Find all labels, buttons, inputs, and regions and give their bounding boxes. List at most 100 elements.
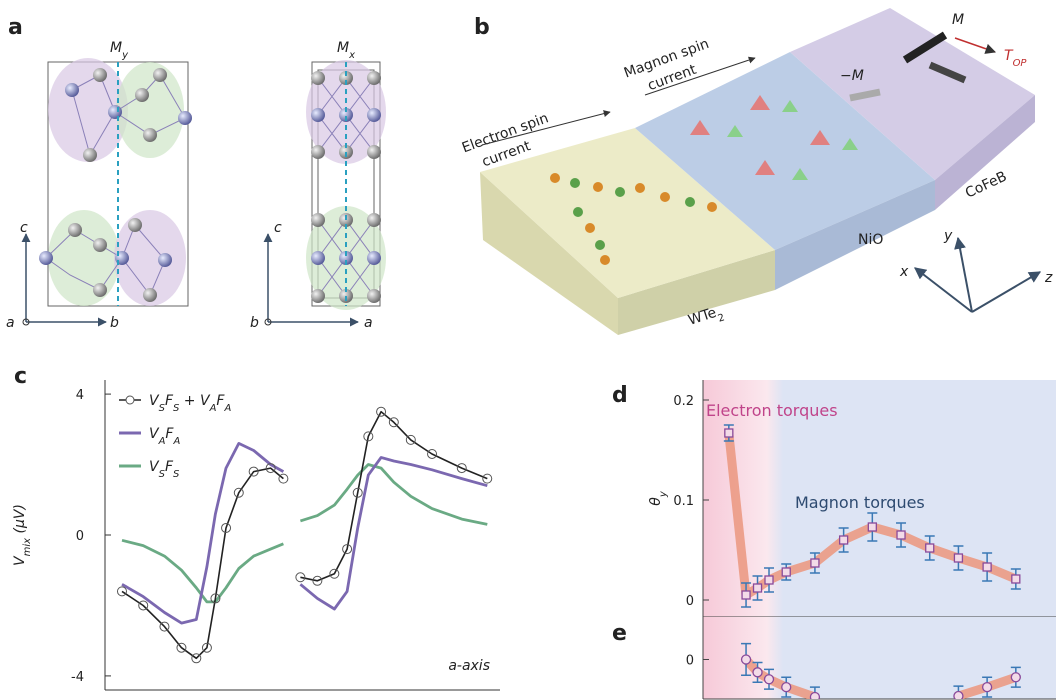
data-point — [867, 522, 877, 532]
panel-a: a My c a b Mx c b a — [6, 15, 386, 331]
layer-label: NiO — [858, 232, 883, 248]
panel-label: a — [8, 15, 23, 40]
data-point — [221, 522, 232, 533]
data-point — [248, 466, 259, 477]
data-point — [201, 642, 212, 653]
current-arrow — [644, 56, 756, 96]
panel-label: e — [612, 621, 627, 646]
panel-label: b — [474, 15, 490, 40]
data-point — [925, 543, 935, 553]
data-point — [278, 473, 289, 484]
data-point — [724, 428, 734, 438]
cofeb-top — [790, 8, 1035, 180]
y-tick-label: 0 — [76, 529, 84, 544]
plot-area — [723, 424, 1021, 608]
data-point — [781, 681, 792, 693]
data-point — [352, 487, 363, 498]
axis-label: b — [250, 315, 259, 331]
data-point — [953, 690, 964, 699]
y-tick-label: 0.2 — [673, 394, 694, 409]
data-point — [329, 568, 340, 579]
legend-label: VSFS — [149, 459, 180, 480]
annotation: Magnon torques — [795, 493, 925, 512]
axis-label: a — [6, 315, 15, 331]
plot-area — [116, 406, 493, 664]
data-point — [482, 473, 493, 484]
data-point — [953, 553, 964, 563]
series-line — [121, 463, 488, 604]
data-point — [295, 572, 306, 583]
y-tick-label: 0 — [686, 594, 694, 609]
axis-label: y — [943, 228, 953, 244]
atoms — [39, 68, 192, 302]
nio-top — [635, 52, 935, 250]
chart-panel: e0 — [612, 617, 1056, 700]
data-point — [740, 654, 752, 665]
data-point — [265, 463, 276, 474]
y-axis-label: Vmix (μV) — [12, 504, 33, 566]
blob — [114, 210, 186, 306]
data-point — [191, 653, 202, 664]
legend-label: VAFA — [149, 426, 180, 447]
current-arrow — [481, 110, 611, 146]
magnon-current-label: Magnon spincurrent — [622, 36, 718, 100]
data-point — [982, 562, 992, 572]
data-point — [763, 674, 775, 685]
axis-origin — [264, 318, 272, 326]
axis-label: x — [899, 264, 909, 280]
data-point — [116, 586, 127, 597]
legend-marker — [125, 395, 135, 405]
magnon-cones — [690, 95, 858, 180]
data-point — [1011, 574, 1021, 584]
data-point — [741, 590, 751, 600]
axis-label: b — [110, 315, 119, 331]
axis-arrow — [971, 271, 1042, 313]
series-line — [121, 442, 488, 625]
neg-moment — [849, 88, 881, 102]
data-point — [896, 530, 906, 540]
panel-b: b Electron spincurrent Magnon spincurren… — [460, 8, 1053, 335]
panel-label: c — [14, 364, 27, 389]
data-point — [342, 544, 353, 555]
mirror-label: My — [110, 40, 129, 61]
wte2-top — [480, 128, 775, 298]
data-point — [138, 600, 149, 611]
plot-area — [740, 642, 1021, 699]
data-point — [159, 621, 170, 632]
blob — [48, 58, 128, 162]
y-tick-label: 0.1 — [673, 494, 694, 509]
moment — [928, 61, 967, 84]
chart-panel: d 0 0.1 0.2 θy Electron torques Magnon torques — [612, 380, 1056, 618]
axis-arrow — [954, 236, 973, 313]
panel-label: d — [612, 383, 628, 408]
data-point — [363, 431, 374, 442]
data-point — [176, 642, 187, 653]
data-point — [781, 567, 791, 577]
axis-label: z — [1044, 270, 1053, 286]
y-tick-label: -4 — [71, 670, 84, 685]
m-label: M — [952, 12, 964, 28]
neg-m-label: −M — [840, 68, 864, 84]
data-point — [838, 535, 849, 545]
chart-panel: c -4 0 4 Vmix (μV) VSFS + VAFA VAFA VSFS a-axis — [12, 364, 500, 691]
data-point — [752, 583, 763, 593]
data-point — [456, 463, 467, 474]
mirror-label: Mx — [337, 40, 355, 61]
blob — [48, 210, 120, 306]
atoms — [311, 71, 381, 303]
axis-label: a — [364, 315, 373, 331]
data-point — [405, 434, 416, 445]
spin-chain — [550, 173, 717, 265]
charts: c -4 0 4 Vmix (μV) VSFS + VAFA VAFA VSFS a-axis d… — [12, 364, 1056, 700]
data-point — [233, 487, 244, 498]
slab-front — [618, 250, 775, 335]
cofeb-front — [935, 95, 1035, 210]
annotation: Electron torques — [706, 401, 838, 420]
data-point — [312, 575, 323, 586]
data-point — [810, 558, 820, 568]
data-point — [809, 691, 821, 699]
axis-label: c — [274, 220, 282, 236]
nio-front — [775, 180, 935, 290]
slab-side — [480, 172, 618, 335]
